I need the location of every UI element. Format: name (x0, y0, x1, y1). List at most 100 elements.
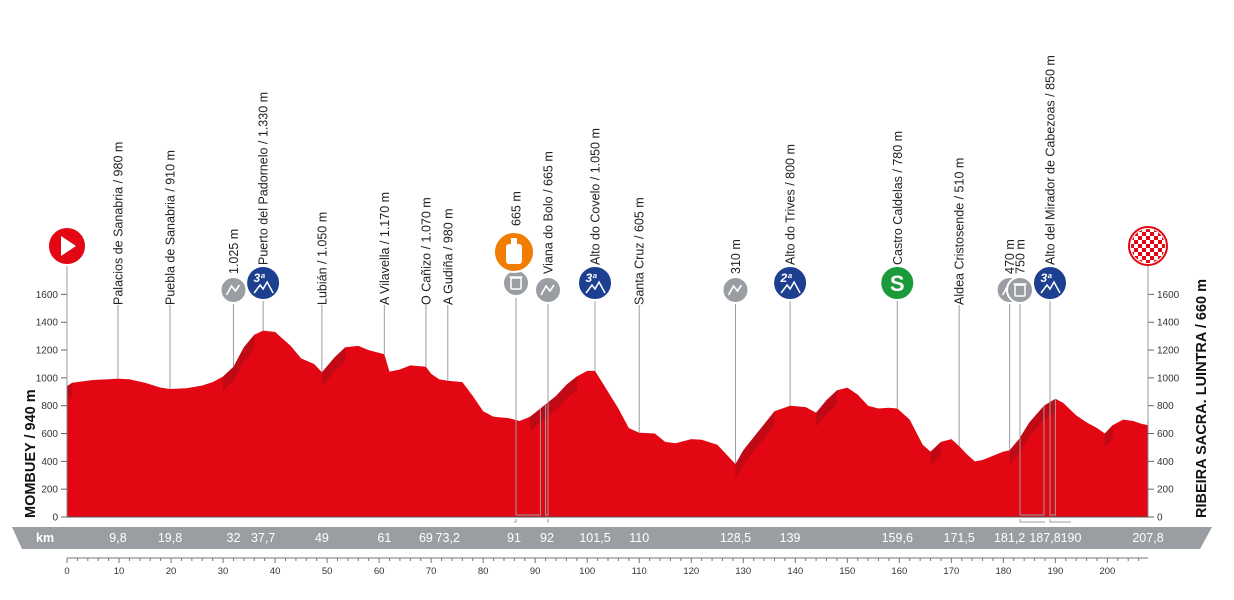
y-tick-label-left: 1400 (36, 318, 59, 329)
point-label: 665 m (510, 191, 524, 226)
climb-shade (555, 384, 567, 410)
point-label: Alto del Mirador de Cabezoas / 850 m (1044, 55, 1058, 265)
km-value: 190 (1061, 531, 1082, 545)
climb-category-text: 3ª (585, 271, 597, 285)
bottle-shape (506, 244, 522, 264)
y-tick-label-left: 400 (41, 457, 58, 468)
y-tick-label-right: 400 (1157, 457, 1174, 468)
checker-cell (1150, 240, 1154, 244)
point-label: 470 m (1003, 239, 1017, 274)
x-tick-label: 40 (270, 566, 281, 577)
y-tick-label-right: 1400 (1157, 318, 1180, 329)
x-tick-label: 200 (1099, 566, 1115, 577)
climb-shade (243, 334, 255, 362)
sprint-badge (219, 276, 248, 304)
checker-cell (1134, 240, 1138, 244)
endpoints: MOMBUEY / 940 m RIBEIRA SACRA. LUINTRA /… (23, 226, 1210, 518)
climb-shade (1009, 439, 1019, 465)
checker-cell (1162, 229, 1165, 232)
climb-shade (735, 450, 744, 479)
point-label: Lubián / 1.050 m (315, 212, 329, 305)
checker-cell (1134, 256, 1138, 260)
y-tick-label-right: 800 (1157, 401, 1174, 412)
km-value: 171,5 (944, 531, 975, 545)
y-tick-label-right: 0 (1157, 513, 1163, 524)
km-value: 139 (780, 531, 801, 545)
checker-cell (1146, 236, 1150, 240)
mountain-icon (585, 280, 606, 294)
km-value: 110 (629, 531, 649, 545)
checker-cell (1150, 256, 1154, 260)
checker-cell (1146, 260, 1150, 263)
checker-cell (1158, 232, 1162, 236)
km-value: 187,8 (1029, 531, 1060, 545)
point-label: Puerto del Padornelo / 1.330 m (257, 92, 271, 265)
climb-category-text: 3ª (254, 271, 266, 285)
point-label: A Vilavella / 1.170 m (378, 192, 392, 305)
checker-cell (1146, 244, 1150, 248)
x-tick-label: 80 (478, 566, 489, 577)
km-value: 101,5 (579, 531, 610, 545)
bottle-cap (511, 238, 517, 245)
km-value: 49 (315, 531, 329, 545)
y-tick-label-left: 1000 (36, 373, 59, 384)
km-band-shape (12, 527, 1212, 549)
profile-area (67, 330, 1148, 517)
y-tick-label-left: 200 (41, 485, 58, 496)
climb-shade (334, 347, 346, 372)
checker-cell (1138, 252, 1142, 256)
x-tick-label: 110 (632, 566, 647, 577)
checker-cell (1154, 244, 1158, 248)
y-tick-label-right: 1200 (1157, 346, 1180, 357)
checker-cell (1158, 256, 1162, 260)
x-tick-label: 150 (839, 566, 855, 577)
climb-shade (223, 366, 234, 391)
point-label: Santa Cruz / 605 m (633, 197, 647, 305)
climb-shade (758, 411, 775, 445)
sprint-icon (727, 284, 743, 296)
x-tick-label: 0 (64, 566, 69, 577)
km-axis-label: km (36, 531, 54, 545)
y-tick-label-right: 200 (1157, 485, 1174, 496)
climb-shade (566, 376, 577, 399)
km-band: km 9,8 19,8 32 37,7 49 61 69 73,2 91 92 101,5 110 12… (12, 527, 1212, 549)
climb-shade (529, 408, 541, 431)
checker-cell (1162, 244, 1165, 248)
mountain-icon (780, 280, 801, 294)
point-label: Castro Caldelas / 780 m (891, 131, 905, 265)
trash-badge (1006, 276, 1034, 304)
km-value: 73,2 (436, 531, 460, 545)
point-label: Alto do Covelo / 1.050 m (589, 128, 603, 265)
x-tick-label: 160 (891, 566, 907, 577)
checker-cell (1142, 256, 1146, 260)
y-tick-label-right: 600 (1157, 429, 1174, 440)
checker-cell (1142, 240, 1146, 244)
climb-shade (540, 404, 546, 423)
point-label: 1.025 m (227, 229, 241, 274)
x-tick-label: 180 (995, 566, 1011, 577)
x-tick-label: 190 (1047, 566, 1063, 577)
x-tick-label: 20 (166, 566, 177, 577)
x-tick-label: 100 (579, 566, 595, 577)
start-label: MOMBUEY / 940 m (23, 389, 39, 518)
km-value: 69 (419, 531, 433, 545)
km-value: 128,5 (720, 531, 751, 545)
climb-shade (1029, 405, 1044, 437)
x-tick-label: 70 (426, 566, 437, 577)
y-tick-label-left: 600 (41, 429, 58, 440)
km-value: 37,7 (251, 531, 275, 545)
leader-line (515, 298, 541, 516)
mountain-icon (253, 280, 274, 294)
checker-cell (1131, 244, 1134, 248)
y-tick-label-right: 1000 (1157, 373, 1180, 384)
x-tick-label: 90 (530, 566, 541, 577)
x-tick-label: 140 (787, 566, 803, 577)
play-triangle (61, 236, 76, 256)
point-label: Puebla de Sanabria / 910 m (164, 150, 178, 305)
sprint-badge (534, 276, 562, 304)
checker-cell (1134, 232, 1138, 236)
leader-line (545, 303, 549, 516)
finish-flag-icon (1128, 226, 1168, 420)
